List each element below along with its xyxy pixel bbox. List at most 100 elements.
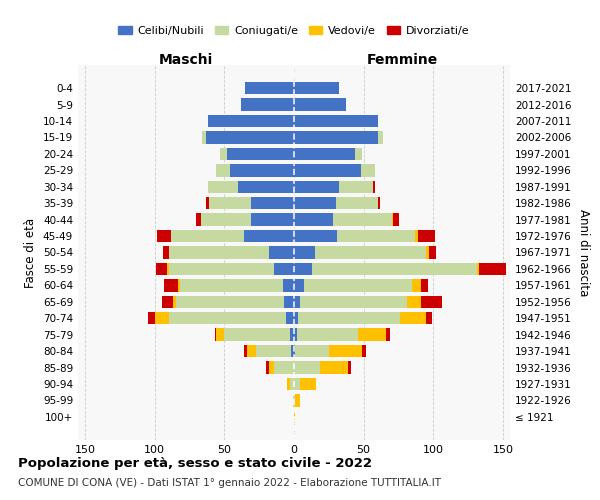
Bar [274, 362, 294, 374]
Bar [294, 230, 337, 242]
Bar [294, 115, 377, 127]
Bar [245, 82, 294, 94]
Bar [294, 362, 320, 374]
Bar [196, 214, 200, 226]
Bar [284, 296, 294, 308]
Bar [156, 263, 167, 275]
Bar [294, 132, 377, 143]
Text: Popolazione per età, sesso e stato civile - 2022: Popolazione per età, sesso e stato civil… [18, 458, 372, 470]
Bar [238, 180, 294, 193]
Bar [173, 296, 176, 308]
Bar [169, 263, 274, 275]
Bar [294, 98, 346, 111]
Bar [386, 328, 390, 341]
Bar [415, 230, 418, 242]
Bar [337, 230, 415, 242]
Bar [421, 296, 442, 308]
Bar [157, 230, 172, 242]
Bar [427, 312, 432, 324]
Bar [294, 378, 299, 390]
Bar [294, 148, 355, 160]
Bar [421, 279, 428, 291]
Bar [172, 230, 244, 242]
Y-axis label: Anni di nascita: Anni di nascita [577, 209, 590, 296]
Bar [329, 345, 362, 357]
Bar [266, 362, 269, 374]
Bar [202, 132, 206, 143]
Bar [209, 197, 251, 209]
Bar [294, 164, 361, 176]
Bar [167, 263, 169, 275]
Bar [294, 246, 315, 258]
Bar [336, 197, 377, 209]
Bar [304, 279, 412, 291]
Bar [393, 214, 398, 226]
Bar [274, 263, 294, 275]
Bar [206, 132, 294, 143]
Bar [247, 345, 256, 357]
Bar [244, 230, 294, 242]
Bar [355, 148, 362, 160]
Bar [293, 394, 294, 406]
Bar [216, 164, 230, 176]
Bar [163, 246, 169, 258]
Bar [244, 345, 247, 357]
Bar [476, 263, 479, 275]
Bar [230, 164, 294, 176]
Bar [338, 180, 373, 193]
Bar [294, 279, 304, 291]
Bar [251, 214, 294, 226]
Bar [290, 378, 294, 390]
Bar [312, 263, 476, 275]
Bar [320, 362, 349, 374]
Bar [148, 312, 155, 324]
Bar [400, 312, 427, 324]
Bar [251, 197, 294, 209]
Bar [427, 246, 429, 258]
Bar [412, 279, 421, 291]
Bar [291, 345, 294, 357]
Bar [373, 180, 375, 193]
Bar [294, 312, 298, 324]
Bar [290, 328, 294, 341]
Bar [294, 263, 312, 275]
Bar [349, 362, 351, 374]
Bar [294, 180, 338, 193]
Bar [294, 345, 295, 357]
Bar [269, 246, 294, 258]
Bar [294, 410, 295, 423]
Legend: Celibi/Nubili, Coniugati/e, Vedovi/e, Divorziati/e: Celibi/Nubili, Coniugati/e, Vedovi/e, Di… [114, 22, 474, 40]
Text: COMUNE DI CONA (VE) - Dati ISTAT 1° gennaio 2022 - Elaborazione TUTTITALIA.IT: COMUNE DI CONA (VE) - Dati ISTAT 1° genn… [18, 478, 441, 488]
Bar [377, 132, 383, 143]
Bar [418, 230, 435, 242]
Bar [298, 312, 400, 324]
Bar [299, 378, 316, 390]
Bar [377, 197, 380, 209]
Bar [200, 214, 251, 226]
Bar [294, 214, 333, 226]
Bar [294, 82, 338, 94]
Bar [241, 98, 294, 111]
Bar [208, 115, 294, 127]
Bar [208, 180, 238, 193]
Bar [283, 279, 294, 291]
Bar [361, 164, 375, 176]
Bar [286, 312, 294, 324]
Bar [295, 394, 299, 406]
Bar [180, 279, 283, 291]
Bar [294, 394, 295, 406]
Bar [227, 148, 294, 160]
Bar [297, 328, 358, 341]
Bar [315, 246, 427, 258]
Bar [169, 246, 269, 258]
Bar [294, 328, 297, 341]
Text: Femmine: Femmine [367, 53, 437, 67]
Bar [164, 279, 178, 291]
Bar [155, 312, 169, 324]
Bar [178, 279, 180, 291]
Bar [256, 345, 291, 357]
Text: Maschi: Maschi [159, 53, 213, 67]
Bar [407, 296, 421, 308]
Bar [392, 214, 393, 226]
Bar [294, 296, 299, 308]
